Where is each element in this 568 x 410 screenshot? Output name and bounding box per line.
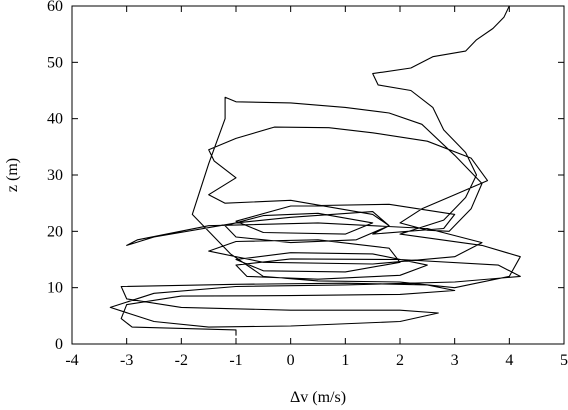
y-tick-label: 30	[47, 167, 63, 184]
x-tick-label: 4	[505, 352, 513, 369]
data-trace	[109, 5, 521, 336]
y-tick-label: 50	[47, 54, 63, 71]
x-axis-label: Δv (m/s)	[290, 389, 346, 406]
y-axis-label: z (m)	[4, 158, 21, 192]
y-tick-label: 10	[47, 280, 63, 297]
x-tick-label: -3	[120, 352, 133, 369]
x-tick-label: -1	[229, 352, 242, 369]
y-tick-label: 60	[47, 0, 63, 15]
y-tick-label: 20	[47, 223, 63, 240]
x-tick-label: 1	[341, 352, 349, 369]
x-tick-label: 0	[287, 352, 295, 369]
axis-ticks	[71, 5, 565, 345]
x-tick-label: -4	[65, 352, 78, 369]
plot-frame	[71, 5, 565, 345]
x-tick-label: 2	[396, 352, 404, 369]
x-tick-label: -2	[175, 352, 188, 369]
x-tick-label: 5	[560, 352, 568, 369]
y-tick-label: 0	[55, 336, 63, 353]
y-tick-label: 40	[47, 111, 63, 128]
x-tick-label: 3	[451, 352, 459, 369]
